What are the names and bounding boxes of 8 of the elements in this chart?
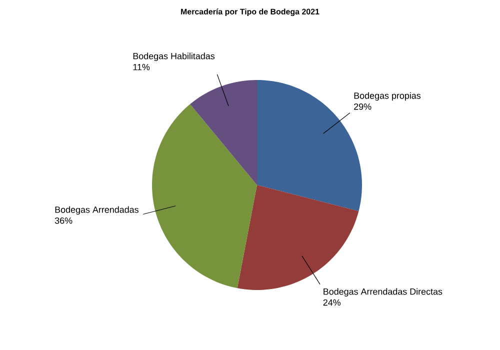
slice-label: Bodegas Arrendadas xyxy=(55,206,138,215)
data-label: 36% xyxy=(54,217,72,224)
data-label: 24% xyxy=(323,299,341,306)
data-label: 29% xyxy=(354,103,372,110)
slice-label: Bodegas propias xyxy=(354,92,421,101)
data-label: 11% xyxy=(133,64,150,70)
slice-label: Bodegas Habilitadas xyxy=(133,52,215,62)
slice-label: Bodegas Arrendadas Directas xyxy=(324,288,442,296)
